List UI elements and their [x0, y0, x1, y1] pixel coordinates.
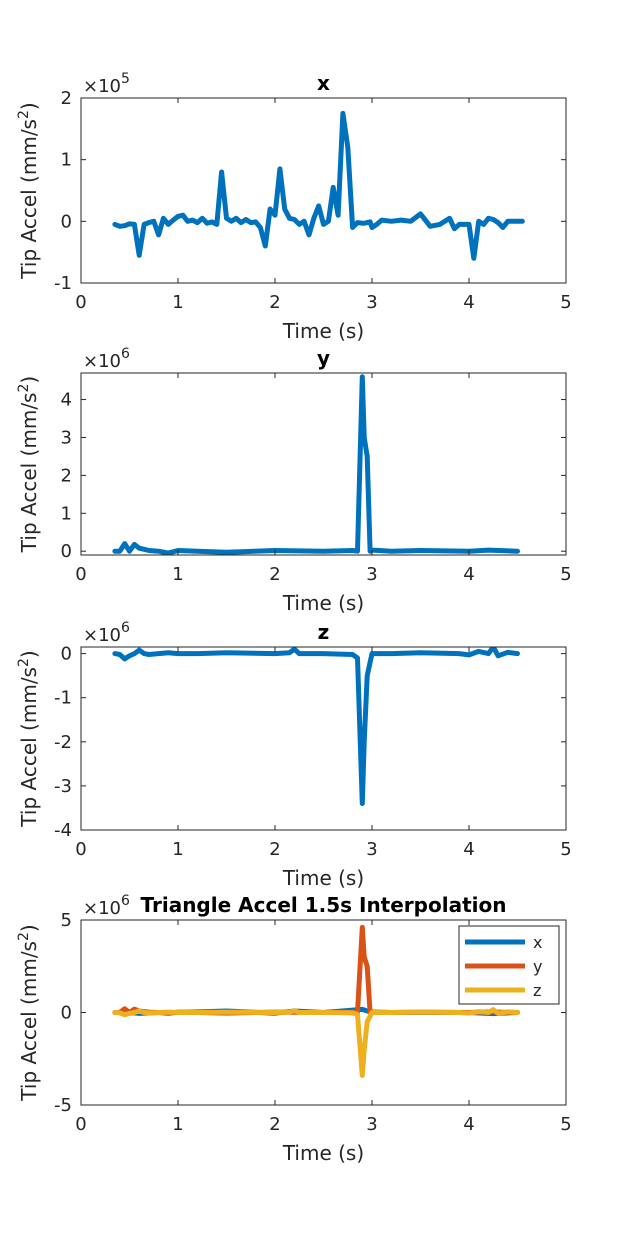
scale-exponent: ×106: [83, 620, 130, 646]
x-tick-label: 5: [560, 839, 571, 860]
series-line-y: [112, 924, 520, 1016]
x-tick-label: 0: [75, 564, 86, 585]
chart-3: 0 1 2 3 4 5 -4 -3 -2 -1 0 Time (s) Tip Accel (mm/s2)…: [16, 620, 572, 890]
y-tick-label: 5: [61, 910, 72, 931]
axes-box: [80, 97, 567, 284]
scale-exponent: ×106: [83, 893, 130, 919]
x-tick-label: 1: [172, 1114, 183, 1135]
y-tick-label: 0: [61, 541, 72, 562]
scale-exponent: ×106: [83, 346, 130, 372]
y-tick-label: -2: [54, 732, 72, 753]
y-axis-title: Tip Accel (mm/s2): [16, 650, 41, 827]
y-tick-label: 2: [61, 465, 72, 486]
legend-label-y: y: [533, 957, 542, 976]
legend-label-x: x: [533, 933, 542, 952]
x-tick-label: 3: [366, 839, 377, 860]
x-tick-label: 2: [269, 564, 280, 585]
x-axis-title: Time (s): [282, 1141, 364, 1165]
y-tick-label: 0: [61, 1003, 72, 1024]
x-tick-label: 0: [75, 292, 86, 313]
x-tick-label: 3: [366, 1114, 377, 1135]
x-tick-label: 2: [269, 839, 280, 860]
x-tick-label: 3: [366, 564, 377, 585]
y-tick-label: 1: [61, 503, 72, 524]
scale-exponent: ×105: [83, 71, 130, 97]
y-axis-title: Tip Accel (mm/s2): [16, 376, 41, 553]
legend-label-z: z: [533, 981, 541, 1000]
x-tick-label: 5: [560, 564, 571, 585]
axes-box: [80, 646, 567, 831]
x-tick-label: 4: [463, 292, 474, 313]
x-tick-label: 1: [172, 564, 183, 585]
x-tick-label: 1: [172, 292, 183, 313]
x-tick-label: 4: [463, 1114, 474, 1135]
x-tick-label: 4: [463, 839, 474, 860]
x-tick-label: 0: [75, 1114, 86, 1135]
y-axis-title: Tip Accel (mm/s2): [16, 924, 41, 1101]
y-tick-label: -4: [54, 820, 72, 841]
chart-title: z: [318, 620, 330, 644]
x-tick-label: 3: [366, 292, 377, 313]
x-tick-label: 2: [269, 292, 280, 313]
x-axis-title: Time (s): [282, 319, 364, 343]
y-tick-label: 0: [61, 211, 72, 232]
x-axis-title: Time (s): [282, 591, 364, 615]
x-tick-label: 2: [269, 1114, 280, 1135]
y-tick-label: -5: [54, 1095, 72, 1116]
chart-2: 0 1 2 3 4 5 0 1 2 3 4 Time (s) Tip Accel (mm/s2) ×106…: [16, 346, 572, 615]
y-tick-label: -3: [54, 776, 72, 797]
y-tick-label: 0: [61, 644, 72, 665]
x-tick-label: 0: [75, 839, 86, 860]
y-tick-label: 4: [61, 390, 72, 411]
y-tick-label: -1: [54, 688, 72, 709]
series-line-s1: [112, 647, 520, 806]
x-tick-label: 5: [560, 292, 571, 313]
chart-title: x: [317, 71, 330, 95]
y-tick-label: 2: [61, 88, 72, 109]
chart-title: y: [317, 346, 330, 370]
x-tick-label: 4: [463, 564, 474, 585]
legend: xyz: [458, 925, 560, 1005]
series-line-s1: [112, 110, 525, 261]
x-axis-title: Time (s): [282, 866, 364, 890]
series-line-s1: [112, 374, 520, 555]
y-tick-label: 3: [61, 427, 72, 448]
y-tick-label: 1: [61, 150, 72, 171]
axes-box: [80, 372, 567, 556]
series-line-z: [112, 1007, 520, 1078]
y-tick-label: -1: [54, 273, 72, 294]
y-axis-title: Tip Accel (mm/s2): [16, 102, 41, 279]
x-tick-label: 5: [560, 1114, 571, 1135]
x-tick-label: 1: [172, 839, 183, 860]
chart-title: Triangle Accel 1.5s Interpolation: [141, 893, 507, 917]
